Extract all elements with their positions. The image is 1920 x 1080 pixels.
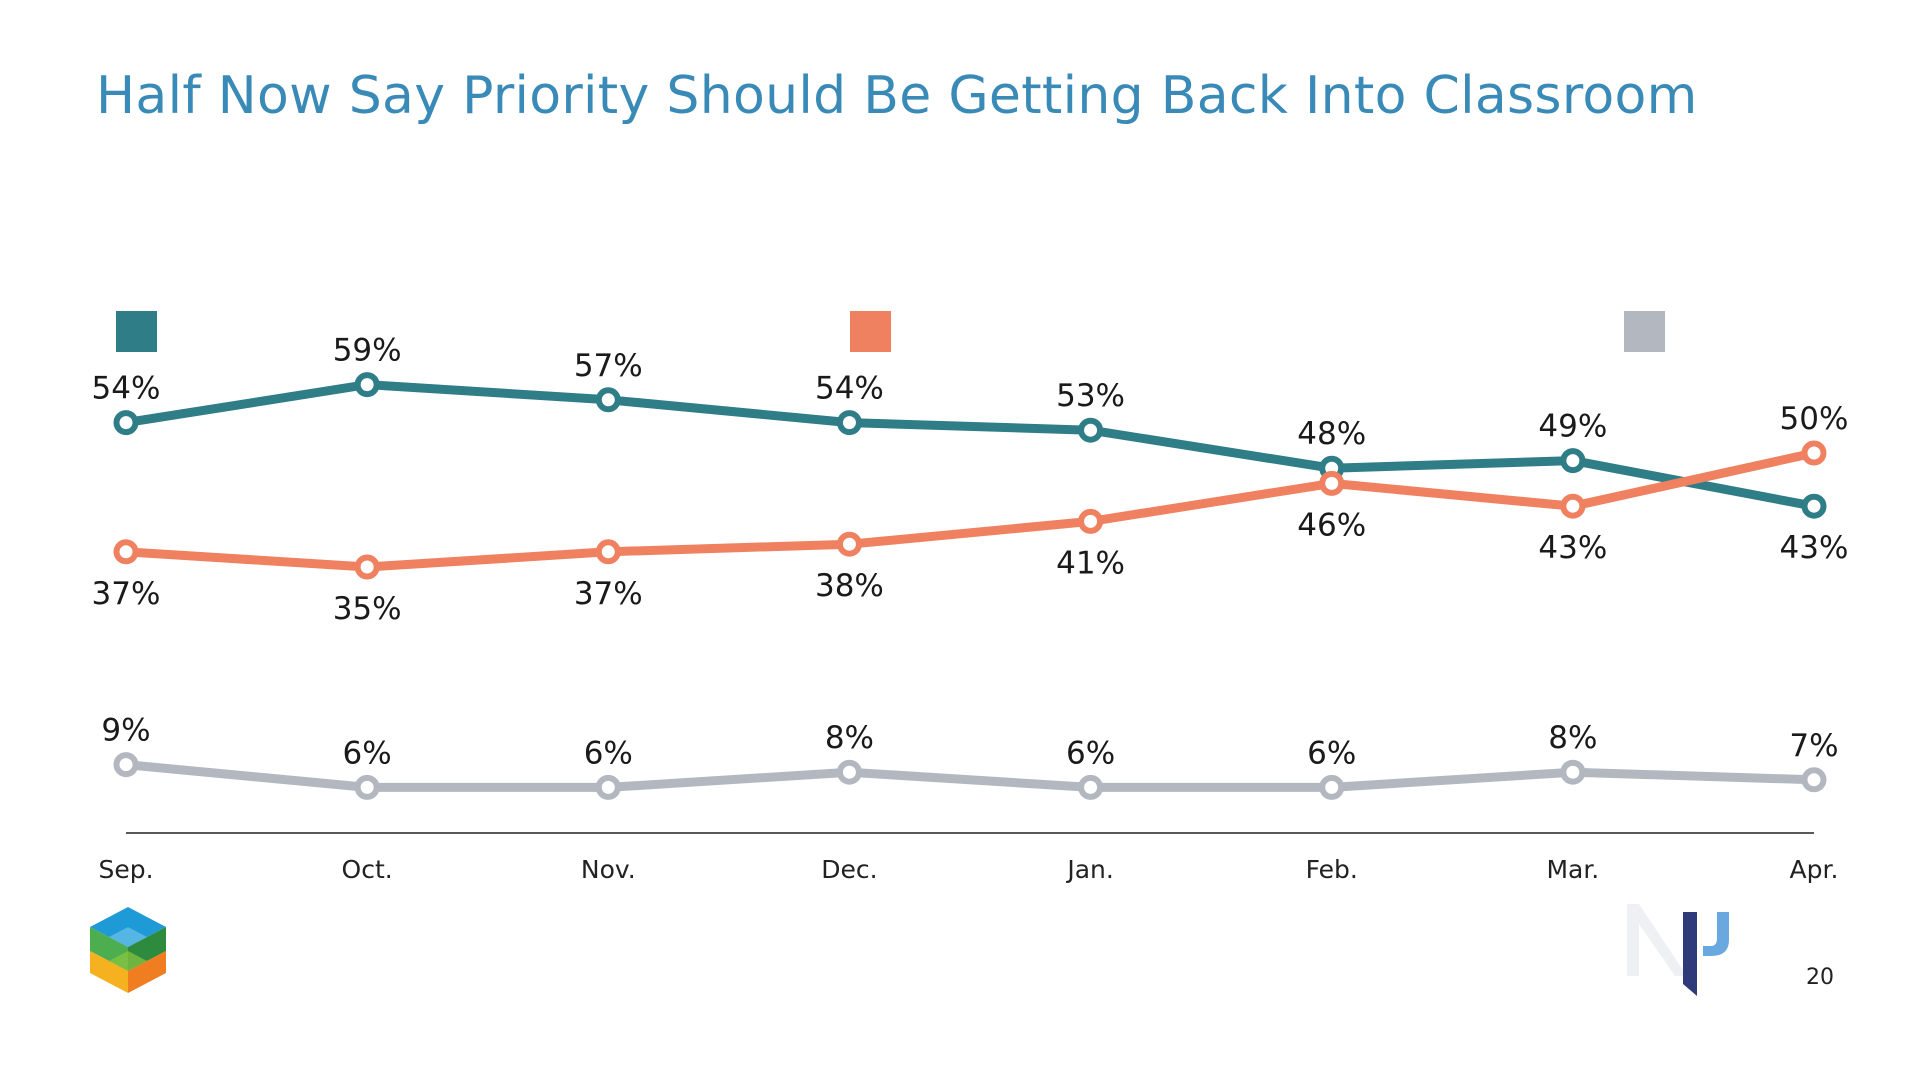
- data-label: 7%: [1789, 728, 1838, 764]
- data-point: [595, 539, 621, 565]
- data-label: 35%: [333, 591, 402, 627]
- data-point: [1801, 493, 1827, 519]
- data-point: [836, 759, 862, 785]
- data-point: [1078, 508, 1104, 534]
- data-point: [1560, 759, 1586, 785]
- data-point: [1078, 774, 1104, 800]
- data-label: 6%: [343, 735, 392, 771]
- data-label: 41%: [1056, 545, 1125, 581]
- x-tick-label: Mar.: [1546, 855, 1599, 884]
- data-label: 57%: [574, 348, 643, 384]
- data-point: [113, 410, 139, 436]
- data-label: 8%: [825, 720, 874, 756]
- data-point: [113, 539, 139, 565]
- data-label: 6%: [584, 735, 633, 771]
- data-label: 50%: [1780, 401, 1849, 437]
- data-point: [1560, 493, 1586, 519]
- data-point: [1801, 767, 1827, 793]
- data-label: 46%: [1297, 507, 1366, 543]
- page-number: 20: [1806, 965, 1834, 990]
- series-line-0: [121, 380, 1819, 511]
- x-tick-label: Nov.: [581, 855, 636, 884]
- data-label: 43%: [1780, 530, 1849, 566]
- np-logo-icon: [1625, 900, 1755, 1004]
- data-point: [354, 554, 380, 580]
- data-label: 54%: [92, 371, 161, 407]
- legend-swatch-teal: [116, 311, 157, 352]
- data-label: 37%: [574, 576, 643, 612]
- data-label: 6%: [1307, 735, 1356, 771]
- data-point: [836, 531, 862, 557]
- data-label: 37%: [92, 576, 161, 612]
- x-tick-label: Jan.: [1065, 855, 1113, 884]
- data-label: 54%: [815, 371, 884, 407]
- data-label: 9%: [101, 713, 150, 749]
- x-tick-label: Oct.: [342, 855, 393, 884]
- x-tick-label: Dec.: [821, 855, 877, 884]
- data-point: [595, 387, 621, 413]
- data-point: [1319, 774, 1345, 800]
- data-point: [595, 774, 621, 800]
- legend-swatch-gray: [1624, 311, 1665, 352]
- data-point: [1078, 417, 1104, 443]
- x-tick-label: Feb.: [1306, 855, 1358, 884]
- data-label: 53%: [1056, 378, 1125, 414]
- data-label: 38%: [815, 568, 884, 604]
- data-label: 6%: [1066, 735, 1115, 771]
- data-label: 49%: [1538, 409, 1607, 445]
- data-point: [1560, 448, 1586, 474]
- data-label: 48%: [1297, 416, 1366, 452]
- legend-swatch-orange: [850, 311, 891, 352]
- series-line-2: [121, 760, 1819, 792]
- cube-logo-icon: [88, 905, 168, 999]
- data-label: 8%: [1548, 720, 1597, 756]
- data-point: [354, 774, 380, 800]
- data-point: [113, 752, 139, 778]
- x-tick-label: Sep.: [98, 855, 153, 884]
- data-label: 43%: [1538, 530, 1607, 566]
- data-point: [1801, 440, 1827, 466]
- data-point: [836, 410, 862, 436]
- data-point: [354, 372, 380, 398]
- data-label: 59%: [333, 333, 402, 369]
- data-point: [1319, 470, 1345, 496]
- page-title: Half Now Say Priority Should Be Getting …: [96, 66, 1698, 126]
- series-line-1: [121, 448, 1819, 572]
- x-tick-label: Apr.: [1790, 855, 1839, 884]
